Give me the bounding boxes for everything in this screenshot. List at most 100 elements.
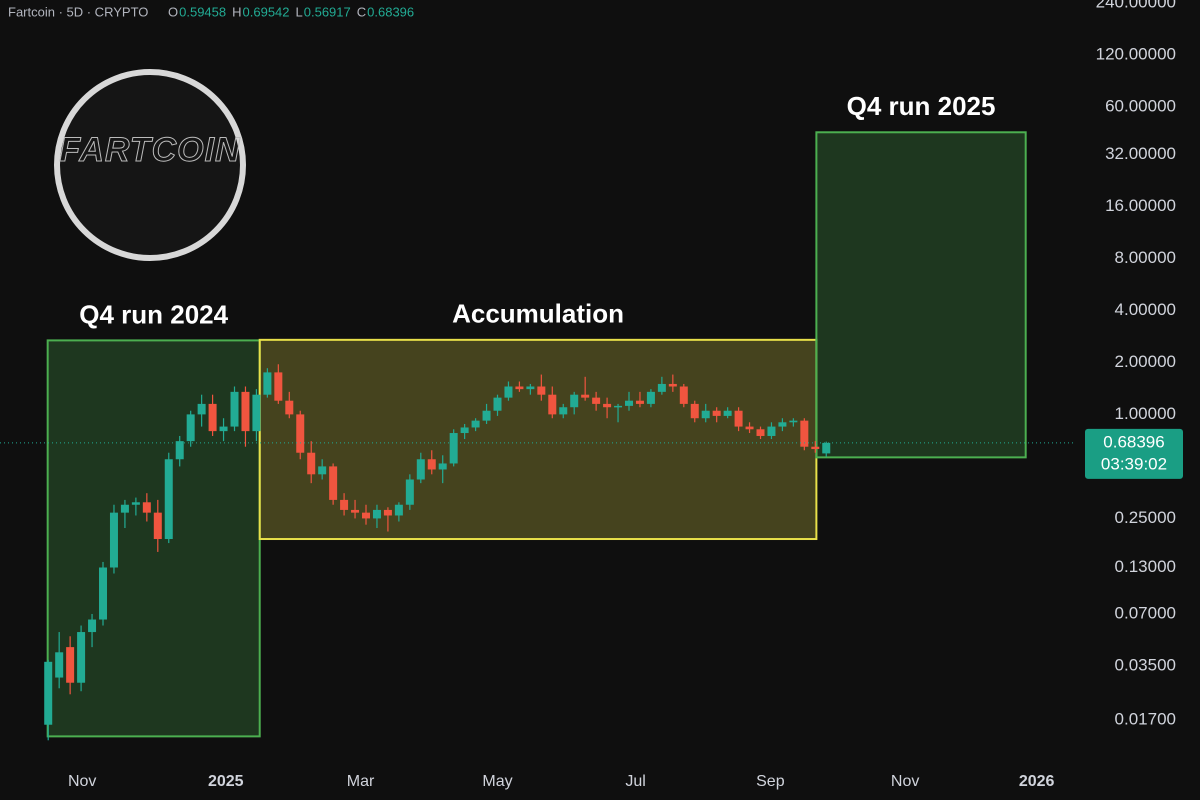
candle-body xyxy=(329,466,338,500)
candle-body xyxy=(515,386,524,390)
candle-body xyxy=(559,407,568,415)
candle-body xyxy=(252,394,261,432)
candle-body xyxy=(296,414,305,453)
candle-body xyxy=(493,397,502,411)
candle-body xyxy=(745,426,754,430)
candle-body xyxy=(548,394,557,415)
candle-body xyxy=(657,383,666,392)
plot: Q4 run 2024 Accumulation Q4 run 2025 xyxy=(0,91,1075,741)
candle-body xyxy=(482,410,491,421)
candle-body xyxy=(635,400,644,404)
candle-body xyxy=(625,400,634,406)
x-tick-label: May xyxy=(482,773,512,790)
candle-body xyxy=(241,391,250,432)
candle-body xyxy=(712,410,721,416)
candle-body xyxy=(723,410,732,416)
candle-body xyxy=(537,386,546,395)
countdown-label: 03:39:02 xyxy=(1101,454,1167,473)
candle-body xyxy=(734,410,743,427)
x-tick-label: Sep xyxy=(756,773,785,790)
candle-body xyxy=(77,632,86,683)
ohlc-label: L xyxy=(296,4,303,19)
candle-body xyxy=(120,504,129,513)
y-tick-label: 16.00000 xyxy=(1105,196,1176,215)
y-tick-label: 0.13000 xyxy=(1115,557,1176,576)
x-tick-label: Mar xyxy=(347,773,375,790)
y-tick-label: 1.00000 xyxy=(1115,404,1176,423)
candle-body xyxy=(394,504,403,516)
y-tick-label: 32.00000 xyxy=(1105,144,1176,163)
y-tick-label: 120.00000 xyxy=(1096,45,1176,64)
candle-body xyxy=(285,400,294,415)
candle-body xyxy=(66,647,75,683)
candle-body xyxy=(44,661,53,725)
candle-body xyxy=(175,441,184,460)
logo: FARTCOIN xyxy=(54,69,246,261)
candle-body xyxy=(186,414,195,442)
y-tick-label: 2.00000 xyxy=(1115,352,1176,371)
ohlc-value: 0.56917 xyxy=(304,4,351,19)
y-tick-label: 0.25000 xyxy=(1115,508,1176,527)
candle-body xyxy=(592,397,601,404)
candle-body xyxy=(99,567,108,620)
ohlc-label: H xyxy=(232,4,241,19)
candle-body xyxy=(88,619,97,633)
candle-body xyxy=(263,372,272,395)
candle-body xyxy=(362,512,371,519)
candle-body xyxy=(646,391,655,404)
ohlc-value: 0.69542 xyxy=(243,4,290,19)
candle-body xyxy=(460,427,469,434)
ohlc-label: O xyxy=(168,4,178,19)
candle-body xyxy=(471,420,480,428)
candle-body xyxy=(614,405,623,408)
y-tick-label: 60.00000 xyxy=(1105,97,1176,116)
candle-body xyxy=(372,509,381,519)
candle-body xyxy=(811,446,820,450)
candle-body xyxy=(197,403,206,415)
candle-body xyxy=(55,652,64,678)
candle-body xyxy=(767,426,776,436)
candle-body xyxy=(756,429,765,436)
candle-body xyxy=(438,463,447,470)
ohlc-label: C xyxy=(357,4,366,19)
candle-body xyxy=(822,442,831,454)
candle-body xyxy=(131,502,140,505)
candle-body xyxy=(109,512,118,568)
ohlc-value: 0.59458 xyxy=(179,4,226,19)
candle-body xyxy=(581,394,590,398)
candle-body xyxy=(504,386,513,398)
candle-body xyxy=(778,422,787,427)
y-tick-label: 4.00000 xyxy=(1115,300,1176,319)
annotation-label: Q4 run 2025 xyxy=(847,91,996,121)
candle-body xyxy=(230,391,239,427)
candle-body xyxy=(153,512,162,540)
last-price-box xyxy=(1085,428,1183,479)
candle-body xyxy=(307,452,316,475)
candle-body xyxy=(701,410,710,419)
candle-body xyxy=(164,459,173,540)
candle-body xyxy=(570,394,579,408)
candle-body xyxy=(318,466,327,475)
y-tick-label: 0.03500 xyxy=(1115,655,1176,674)
candle-body xyxy=(427,459,436,470)
annotation-label: Q4 run 2024 xyxy=(79,299,228,329)
symbol: Fartcoin · 5D · CRYPTO xyxy=(8,4,148,19)
ohlc-value: 0.68396 xyxy=(367,4,414,19)
y-tick-label: 240.00000 xyxy=(1096,0,1176,12)
annotation-label: Accumulation xyxy=(452,299,624,329)
header: Fartcoin · 5D · CRYPTO O 0.59458 H 0.69542 L… xyxy=(8,4,414,19)
candle-body xyxy=(219,426,228,432)
candle-body xyxy=(416,459,425,480)
candle-body xyxy=(340,499,349,510)
candle-body xyxy=(668,383,677,387)
logo-text: FARTCOIN xyxy=(59,131,241,169)
last-price-label: 0.68396 xyxy=(1103,432,1164,451)
candle-body xyxy=(208,403,217,432)
y-tick-label: 8.00000 xyxy=(1115,248,1176,267)
candle-body xyxy=(405,479,414,505)
y-tick-label: 0.01700 xyxy=(1115,710,1176,729)
x-tick-label: 2025 xyxy=(208,773,244,790)
logo-circle xyxy=(54,69,246,261)
